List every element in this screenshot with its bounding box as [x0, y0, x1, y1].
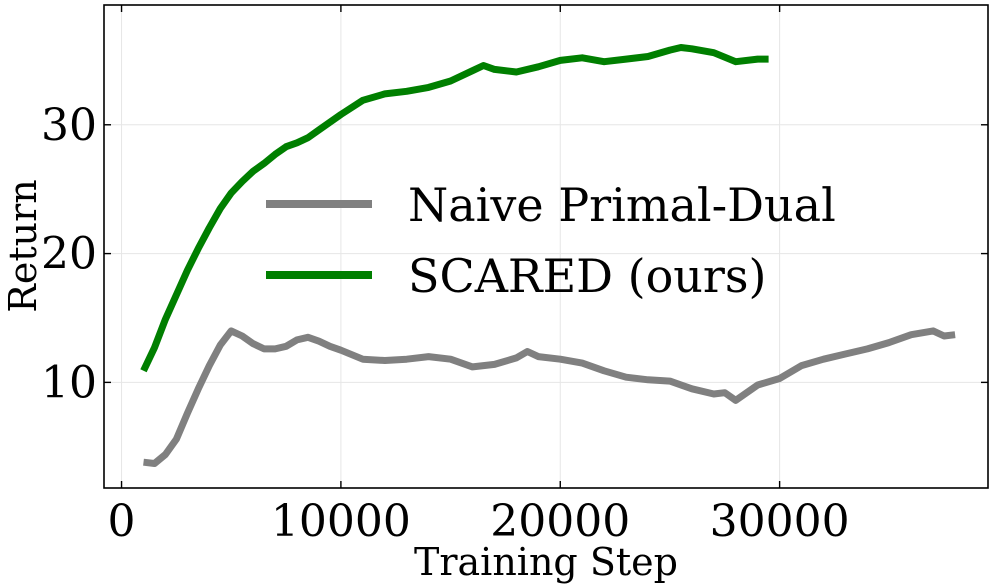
x-tick-label: 20000: [490, 496, 630, 547]
x-tick-label: 30000: [710, 496, 850, 547]
legend: Naive Primal-Dual SCARED (ours): [266, 178, 836, 303]
y-tick-label: 10: [41, 357, 97, 408]
plot-frame: [103, 4, 989, 489]
axes: [103, 4, 989, 489]
series-lines: [140, 44, 956, 467]
y-tick-label: 30: [41, 100, 97, 151]
legend-label-naive-primal-dual: Naive Primal-Dual: [408, 178, 836, 232]
grid: [104, 5, 988, 488]
x-tick-label: 0: [108, 496, 136, 547]
series-line-0: [143, 327, 956, 467]
y-tick-label: 20: [41, 229, 97, 280]
y-axis-label: Return: [1, 179, 45, 312]
ticks: 0 10000 20000 30000 10 20 30: [41, 5, 988, 547]
x-tick-label: 10000: [271, 496, 411, 547]
x-axis-label: Training Step: [414, 540, 678, 584]
legend-label-scared: SCARED (ours): [408, 249, 766, 303]
series-line-1: [140, 44, 769, 373]
